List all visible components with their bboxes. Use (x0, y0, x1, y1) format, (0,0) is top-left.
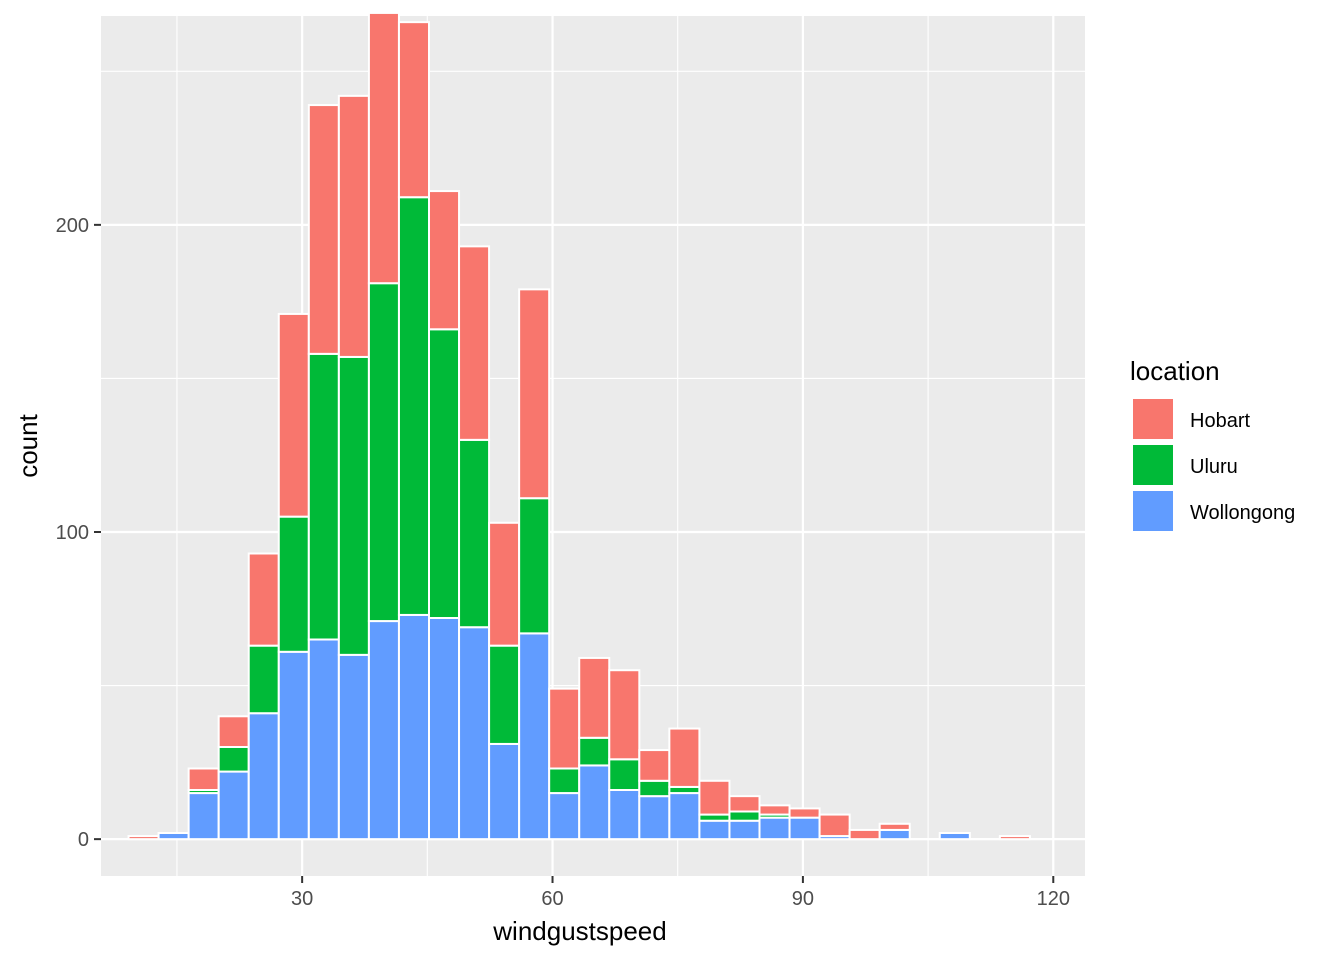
x-axis-title: windgustspeed (492, 916, 666, 946)
bar-hobart (698, 779, 731, 816)
x-tick-label: 90 (792, 888, 814, 910)
bar-hobart (578, 656, 611, 739)
legend-title: location (1130, 356, 1220, 386)
bar-uluru (367, 282, 400, 623)
bar-hobart (458, 245, 491, 441)
bar-wollongong (428, 617, 461, 841)
bar-hobart (548, 687, 581, 770)
bar-uluru (728, 810, 761, 822)
bar-hobart (878, 822, 911, 831)
legend-key-uluru (1131, 443, 1175, 487)
bar-uluru (608, 758, 641, 791)
bars (127, 11, 1031, 841)
bar-wollongong (277, 650, 310, 841)
bar-uluru (578, 736, 611, 767)
x-tick-label: 60 (541, 888, 563, 910)
bar-hobart (608, 669, 641, 761)
bar-uluru (337, 355, 370, 656)
bar-hobart (788, 807, 821, 819)
bar-uluru (458, 438, 491, 629)
bar-wollongong (337, 653, 370, 841)
bar-wollongong (758, 816, 791, 841)
bar-wollongong (397, 613, 430, 841)
bar-wollongong (247, 712, 280, 841)
y-axis: 0 100 200 (56, 215, 101, 851)
bar-wollongong (878, 828, 911, 841)
x-tick-label: 30 (291, 888, 313, 910)
bar-uluru (488, 644, 521, 745)
bar-hobart (518, 288, 551, 500)
bar-wollongong (157, 832, 190, 841)
y-tick-label: 200 (56, 215, 89, 237)
bar-hobart (337, 94, 370, 358)
bar-uluru (518, 497, 551, 635)
bar-uluru (397, 196, 430, 616)
bar-hobart (638, 749, 671, 782)
bar-hobart (818, 813, 851, 838)
bar-uluru (548, 767, 581, 795)
bar-wollongong (698, 819, 731, 841)
legend-key-hobart (1131, 397, 1175, 441)
bar-wollongong (638, 795, 671, 841)
bar-hobart (488, 521, 521, 647)
bar-wollongong (788, 816, 821, 841)
bar-hobart (367, 11, 400, 285)
bar-hobart (758, 804, 791, 816)
bar-wollongong (578, 764, 611, 841)
legend-label-hobart: Hobart (1190, 410, 1250, 432)
bar-wollongong (668, 792, 701, 841)
bar-wollongong (367, 620, 400, 841)
bar-hobart (848, 828, 881, 841)
bar-hobart (127, 835, 160, 841)
bar-wollongong (488, 742, 521, 841)
legend-label-wollongong: Wollongong (1190, 502, 1295, 524)
x-tick-label: 120 (1037, 888, 1070, 910)
bar-hobart (277, 312, 310, 518)
bar-wollongong (458, 626, 491, 841)
bar-uluru (638, 779, 671, 798)
bar-hobart (217, 715, 250, 748)
bar-hobart (668, 727, 701, 788)
bar-uluru (247, 644, 280, 715)
y-axis-title: count (13, 413, 43, 477)
bar-uluru (277, 515, 310, 653)
bar-wollongong (728, 819, 761, 841)
bar-hobart (187, 767, 220, 791)
bar-wollongong (518, 632, 551, 841)
bar-hobart (397, 21, 430, 199)
bar-wollongong (608, 789, 641, 841)
bar-uluru (307, 352, 340, 641)
bar-wollongong (938, 832, 971, 841)
bar-hobart (998, 835, 1031, 841)
bar-uluru (428, 328, 461, 619)
bar-hobart (247, 552, 280, 647)
legend-label-uluru: Uluru (1190, 456, 1238, 478)
legend: location Hobart Uluru Wollongong (1130, 356, 1295, 533)
bar-wollongong (307, 638, 340, 841)
y-tick-label: 100 (56, 522, 89, 544)
y-tick-label: 0 (78, 829, 89, 851)
bar-uluru (217, 746, 250, 773)
bar-wollongong (217, 770, 250, 841)
bar-hobart (428, 190, 461, 331)
bar-hobart (728, 795, 761, 813)
x-axis: 30 60 90 120 (291, 876, 1070, 910)
bar-wollongong (548, 792, 581, 841)
bar-wollongong (187, 792, 220, 841)
bar-hobart (307, 104, 340, 355)
legend-key-wollongong (1131, 489, 1175, 533)
